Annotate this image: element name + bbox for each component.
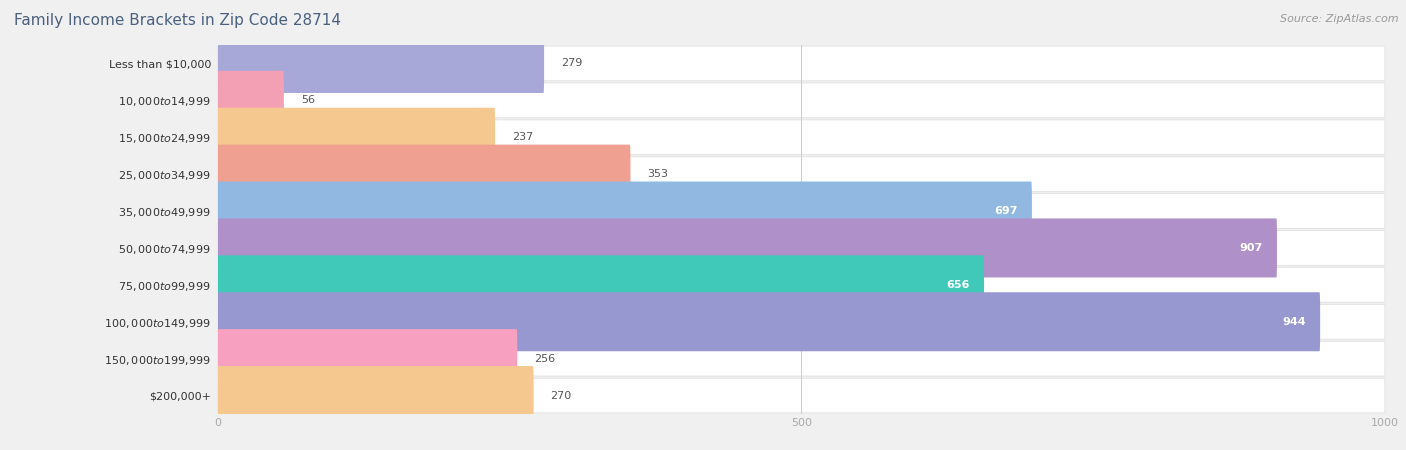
- FancyBboxPatch shape: [218, 108, 495, 167]
- Text: 944: 944: [1282, 317, 1306, 327]
- FancyBboxPatch shape: [218, 83, 1385, 118]
- FancyBboxPatch shape: [218, 46, 1385, 81]
- FancyBboxPatch shape: [218, 218, 1277, 278]
- Text: 279: 279: [561, 58, 582, 68]
- FancyBboxPatch shape: [218, 194, 1385, 229]
- FancyBboxPatch shape: [218, 71, 284, 130]
- Text: 237: 237: [512, 132, 533, 142]
- Text: 56: 56: [301, 95, 315, 105]
- FancyBboxPatch shape: [218, 366, 534, 425]
- FancyBboxPatch shape: [218, 181, 1032, 241]
- FancyBboxPatch shape: [218, 157, 1385, 192]
- FancyBboxPatch shape: [218, 144, 630, 204]
- Text: 270: 270: [551, 391, 572, 401]
- Text: 656: 656: [946, 280, 970, 290]
- FancyBboxPatch shape: [218, 329, 517, 388]
- FancyBboxPatch shape: [218, 34, 544, 93]
- Text: 256: 256: [534, 354, 555, 364]
- FancyBboxPatch shape: [218, 292, 1320, 351]
- FancyBboxPatch shape: [218, 255, 984, 315]
- FancyBboxPatch shape: [218, 341, 1385, 376]
- FancyBboxPatch shape: [218, 267, 1385, 302]
- FancyBboxPatch shape: [218, 304, 1385, 339]
- FancyBboxPatch shape: [218, 230, 1385, 266]
- FancyBboxPatch shape: [218, 378, 1385, 413]
- Text: 697: 697: [994, 206, 1018, 216]
- Text: 907: 907: [1239, 243, 1263, 253]
- Text: Family Income Brackets in Zip Code 28714: Family Income Brackets in Zip Code 28714: [14, 14, 342, 28]
- FancyBboxPatch shape: [218, 120, 1385, 155]
- Text: Source: ZipAtlas.com: Source: ZipAtlas.com: [1281, 14, 1399, 23]
- Text: 353: 353: [647, 169, 668, 179]
